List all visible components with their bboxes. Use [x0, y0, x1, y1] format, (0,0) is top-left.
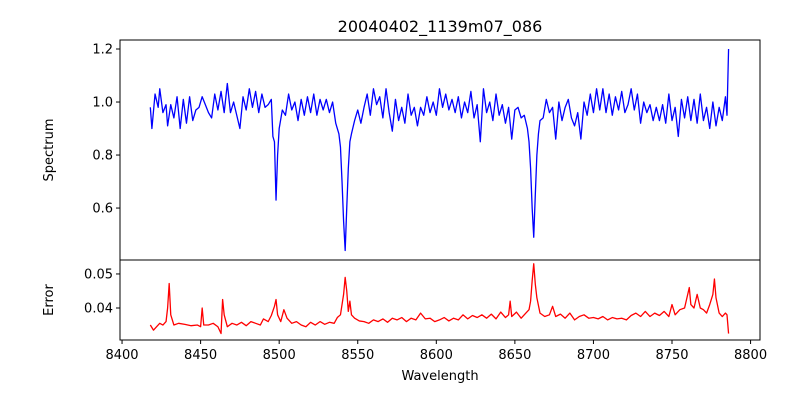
spectrum-y-axis-label: Spectrum: [42, 119, 57, 182]
x-tick-label: 8650: [498, 348, 531, 363]
x-tick-label: 8500: [263, 348, 296, 363]
error-line: [149, 263, 730, 335]
x-tick-label: 8700: [577, 348, 610, 363]
chart-title: 20040402_1139m07_086: [338, 17, 543, 37]
spectrum-line: [149, 48, 730, 252]
error-y-tick-label: 0.04: [84, 302, 113, 317]
error-axes-frame: [119, 259, 761, 341]
error-panel: 0.04 0.05 8400 8450 8500 8550 8600 8650 8700 8750…: [84, 259, 767, 363]
x-tick-label: 8400: [105, 348, 138, 363]
spectrum-y-tick-label: 1.2: [92, 43, 113, 58]
x-tick-label: 8750: [655, 348, 688, 363]
x-tick-label: 8450: [184, 348, 217, 363]
error-y-tick-label: 0.05: [84, 267, 113, 282]
spectrum-y-tick-label: 0.6: [92, 202, 113, 217]
spectrum-y-tick-label: 0.8: [92, 149, 113, 164]
error-y-axis-label: Error: [42, 284, 57, 316]
x-tick-label: 8600: [420, 348, 453, 363]
x-axis-label: Wavelength: [401, 369, 478, 384]
spectrum-y-tick-label: 1.0: [92, 96, 113, 111]
x-tick-label: 8550: [341, 348, 374, 363]
x-tick-label: 8800: [734, 348, 767, 363]
